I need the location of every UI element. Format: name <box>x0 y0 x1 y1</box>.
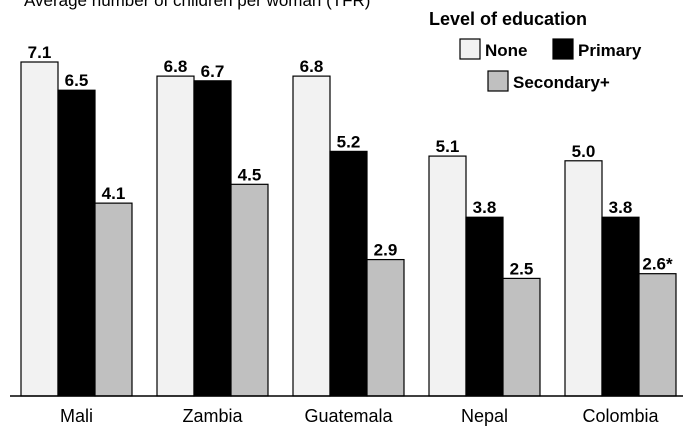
value-label-nepal-none: 5.1 <box>436 137 460 156</box>
bar-nepal-secondary <box>502 277 541 397</box>
bar-colombia-secondary <box>638 273 677 397</box>
category-label-nepal: Nepal <box>461 406 508 426</box>
bar-zambia-primary <box>193 80 232 397</box>
legend-item-primary: Primary <box>552 38 642 60</box>
value-label-nepal-secondary: 2.5 <box>510 259 534 278</box>
legend-swatch-primary <box>552 38 574 60</box>
legend-label-secondary: Secondary+ <box>513 73 610 92</box>
value-label-mali-primary: 6.5 <box>65 71 89 90</box>
bar-colombia-none <box>564 160 603 397</box>
category-label-colombia: Colombia <box>582 406 659 426</box>
legend-swatch-none <box>459 38 481 60</box>
category-label-zambia: Zambia <box>182 406 243 426</box>
bar-mali-none <box>20 61 59 397</box>
value-label-guatemala-secondary: 2.9 <box>374 241 398 260</box>
category-labels: Mali Zambia Guatemala Nepal Colombia <box>60 406 660 426</box>
legend-title: Level of education <box>429 9 587 29</box>
value-label-colombia-none: 5.0 <box>572 142 596 161</box>
bar-nepal-none <box>428 155 467 397</box>
bar-mali-secondary <box>94 202 133 397</box>
value-label-colombia-primary: 3.8 <box>609 198 633 217</box>
legend-label-primary: Primary <box>578 41 642 60</box>
bars <box>20 61 677 397</box>
bar-zambia-secondary <box>230 183 269 397</box>
category-label-mali: Mali <box>60 406 93 426</box>
legend-label-none: None <box>485 41 528 60</box>
legend-item-secondary: Secondary+ <box>487 70 610 92</box>
bar-zambia-none <box>156 75 195 397</box>
legend: Level of education None Primary Secondar… <box>429 9 642 92</box>
value-label-zambia-none: 6.8 <box>164 57 188 76</box>
bar-nepal-primary <box>465 216 504 397</box>
bar-colombia-primary <box>601 216 640 397</box>
bar-guatemala-primary <box>329 150 368 397</box>
legend-swatch-secondary <box>487 70 509 92</box>
value-label-zambia-secondary: 4.5 <box>238 165 262 184</box>
legend-item-none: None <box>459 38 528 60</box>
value-label-guatemala-none: 6.8 <box>300 57 324 76</box>
value-label-nepal-primary: 3.8 <box>473 198 497 217</box>
bar-guatemala-secondary <box>366 258 405 397</box>
value-label-zambia-primary: 6.7 <box>201 62 225 81</box>
value-label-colombia-secondary: 2.6* <box>642 255 673 274</box>
bar-guatemala-none <box>292 75 331 397</box>
category-label-guatemala: Guatemala <box>304 406 393 426</box>
chart-title: Average number of children per woman (TF… <box>24 0 370 10</box>
value-label-mali-secondary: 4.1 <box>102 184 126 203</box>
value-label-guatemala-primary: 5.2 <box>337 132 361 151</box>
bar-mali-primary <box>57 89 96 397</box>
value-labels: 7.1 6.5 4.1 6.8 6.7 4.5 6.8 5.2 2.9 5.1 3.8 2.5 5.0 3… <box>28 43 673 278</box>
value-label-mali-none: 7.1 <box>28 43 52 62</box>
